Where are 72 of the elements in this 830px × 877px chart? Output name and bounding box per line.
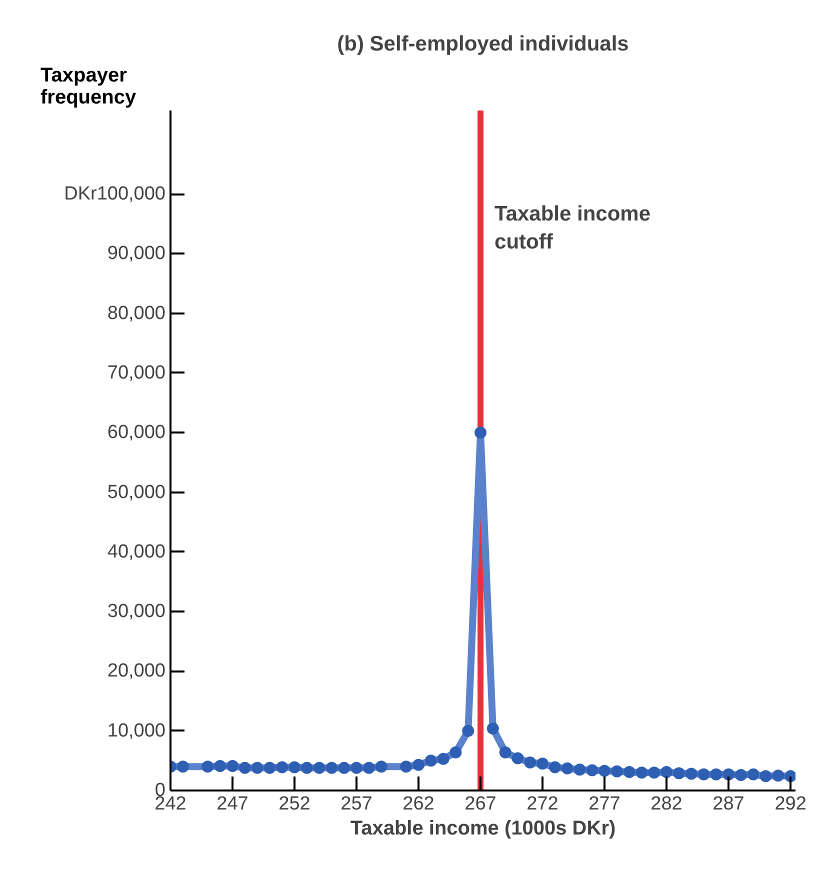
point [424, 754, 437, 767]
point [176, 760, 189, 773]
point [486, 722, 499, 734]
point [288, 761, 301, 774]
point [338, 762, 350, 774]
x-tick-label: 292 [774, 794, 806, 814]
y-tick-label: 50,000 [107, 482, 166, 503]
point [685, 768, 698, 780]
x-tick-label: 272 [526, 794, 558, 814]
point [598, 764, 611, 777]
x-tick-label: 282 [650, 794, 682, 814]
point [648, 766, 660, 779]
chart-title: (b) Self-employed individuals [337, 32, 629, 56]
point [276, 761, 288, 774]
point [264, 762, 276, 774]
x-tick-label: 252 [278, 794, 310, 814]
point [462, 724, 474, 737]
point [474, 426, 487, 439]
y-tick-label: 80,000 [107, 302, 166, 324]
point [561, 762, 574, 774]
point [437, 752, 450, 765]
point [326, 762, 338, 774]
x-tick-label: 247 [216, 794, 248, 814]
y-tick-label: 60,000 [107, 422, 166, 444]
y-tick-label: 90,000 [107, 243, 166, 264]
point [784, 770, 796, 782]
point [300, 762, 313, 774]
point [710, 768, 722, 780]
y-tick-label: 10,000 [107, 720, 166, 742]
x-axis-title: Taxable income (1000s DKr) [350, 818, 616, 840]
point [412, 758, 425, 771]
y-tick-label: 70,000 [107, 362, 166, 384]
point [722, 768, 735, 780]
point [350, 762, 363, 774]
point [672, 767, 685, 780]
point [226, 760, 239, 772]
point [214, 760, 226, 772]
x-tick-label: 277 [588, 794, 620, 814]
point [536, 758, 549, 770]
point [698, 768, 710, 780]
point [362, 762, 375, 774]
point [512, 752, 524, 764]
point [202, 760, 214, 773]
point [586, 764, 598, 776]
point [760, 770, 772, 782]
point [623, 766, 636, 778]
y-tick-label: 30,000 [107, 601, 166, 622]
ref-line-label: Taxable income cutoff [494, 202, 651, 254]
x-tick-label: 262 [402, 794, 434, 814]
point [660, 766, 673, 778]
y-axis-title: Taxpayer frequency [40, 64, 137, 108]
x-tick-label: 257 [340, 794, 372, 814]
point [450, 746, 462, 758]
y-tick-label: 20,000 [107, 660, 166, 682]
point [734, 769, 747, 781]
point [636, 766, 648, 779]
point [574, 764, 586, 776]
point [313, 762, 326, 774]
x-tick-label: 287 [712, 794, 744, 814]
point [499, 746, 512, 758]
point [238, 762, 251, 774]
y-tick-label: DKr100,000 [64, 184, 166, 205]
point [251, 762, 264, 774]
y-tick-label: 40,000 [107, 541, 166, 562]
point [375, 760, 388, 773]
point [524, 756, 536, 768]
point [400, 760, 412, 773]
point [610, 765, 623, 778]
x-tick-label: 267 [464, 794, 496, 814]
point [747, 768, 760, 780]
point [548, 761, 561, 774]
point [772, 770, 784, 782]
